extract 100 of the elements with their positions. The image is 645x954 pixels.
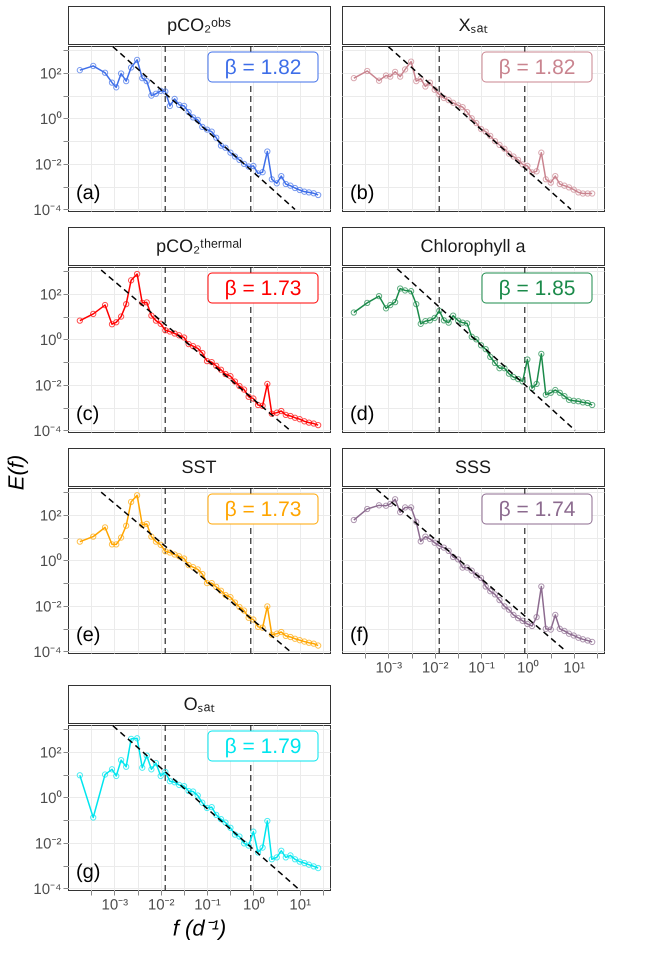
x-tick-label: 10⁰ [517, 660, 539, 676]
point [501, 146, 508, 152]
point [176, 782, 182, 788]
chart-title: SST [181, 457, 217, 477]
point [134, 270, 140, 278]
point [254, 624, 262, 630]
point [496, 142, 503, 148]
chart-title: SSS [454, 457, 492, 477]
point [501, 365, 508, 372]
point [222, 592, 229, 598]
point [194, 345, 201, 352]
point [514, 376, 522, 382]
point [510, 153, 517, 160]
point [422, 83, 429, 90]
point [278, 408, 284, 414]
y-tick-label: 10⁰ [40, 332, 62, 349]
point [459, 564, 466, 571]
point [306, 189, 312, 196]
point [506, 370, 512, 377]
chart-title: Oₛₐₜ [184, 694, 214, 714]
point [418, 320, 424, 327]
point [259, 844, 266, 851]
point [561, 182, 568, 189]
point [148, 92, 155, 99]
point [418, 538, 424, 544]
point [148, 766, 155, 772]
point [519, 161, 526, 168]
point [144, 299, 150, 306]
point [570, 186, 577, 193]
point [264, 380, 270, 388]
point [240, 160, 248, 167]
point [548, 626, 554, 633]
point [292, 636, 298, 642]
point [528, 384, 536, 392]
point [250, 395, 257, 402]
point [473, 336, 480, 342]
point [422, 318, 429, 324]
point [254, 170, 262, 177]
chart-title: Xₛₐₜ [458, 15, 488, 35]
point [282, 412, 289, 418]
point [245, 614, 252, 621]
point [306, 640, 312, 646]
point [506, 606, 512, 613]
point [232, 153, 238, 160]
point [561, 392, 568, 400]
point [236, 382, 243, 390]
point [139, 300, 146, 306]
point [148, 312, 155, 319]
point [478, 574, 484, 581]
y-tick-label: 10⁰ [40, 790, 62, 807]
point [134, 492, 140, 498]
point [473, 572, 480, 578]
point [180, 782, 188, 790]
y-tick-label: 10² [40, 286, 62, 304]
point [139, 522, 146, 528]
point [185, 340, 192, 348]
point [570, 632, 577, 639]
point [301, 418, 308, 424]
annotation: (d) [350, 403, 374, 425]
point [496, 365, 503, 372]
point [208, 804, 215, 810]
point [519, 618, 526, 624]
point [152, 538, 160, 545]
point [278, 848, 284, 854]
point [208, 128, 215, 135]
point [454, 318, 462, 324]
point [139, 764, 146, 771]
point [566, 630, 572, 637]
point [162, 88, 168, 95]
annotation: (a) [76, 182, 100, 204]
point [158, 772, 164, 780]
point [496, 596, 503, 604]
point [236, 156, 243, 163]
point [478, 342, 484, 348]
annotation: β = 1.74 [498, 498, 576, 521]
point [236, 833, 243, 840]
point [440, 94, 448, 102]
annotation: β = 1.79 [224, 735, 302, 758]
point [422, 533, 429, 540]
point [287, 634, 294, 640]
point [487, 132, 494, 139]
point [240, 840, 248, 847]
point [413, 301, 420, 308]
point [213, 134, 220, 141]
point [227, 150, 234, 156]
point [162, 768, 168, 776]
y-tick-label: 10⁰ [40, 552, 62, 570]
point [542, 626, 549, 632]
point [482, 128, 489, 135]
point [180, 334, 188, 341]
point [240, 607, 248, 614]
point [185, 562, 192, 568]
point [413, 78, 420, 84]
point [580, 399, 586, 406]
point [570, 398, 577, 404]
point [436, 308, 442, 314]
chart-title: pCO₂ᵒᵇˢ [167, 15, 231, 35]
point [180, 102, 188, 110]
point [204, 804, 210, 812]
point [134, 56, 140, 63]
